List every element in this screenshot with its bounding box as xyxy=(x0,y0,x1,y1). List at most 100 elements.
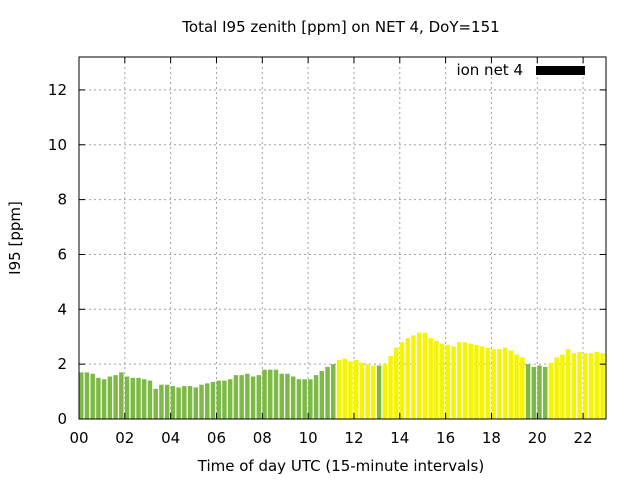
bar xyxy=(79,372,84,419)
bar xyxy=(565,349,571,419)
bar xyxy=(502,347,508,419)
bar xyxy=(457,342,462,419)
x-axis-title: Time of day UTC (15-minute intervals) xyxy=(197,457,484,475)
bar xyxy=(193,387,199,419)
x-tick-label: 06 xyxy=(207,429,226,447)
bar xyxy=(491,349,496,419)
bar xyxy=(101,379,107,419)
bar xyxy=(199,384,204,419)
bar xyxy=(583,353,588,419)
bar xyxy=(96,377,101,419)
bar xyxy=(365,364,370,419)
bar xyxy=(485,347,491,419)
bar xyxy=(313,375,319,419)
bar xyxy=(468,343,473,419)
bar xyxy=(376,365,382,419)
bar xyxy=(525,364,531,419)
bar xyxy=(256,375,262,419)
x-tick-label: 16 xyxy=(436,429,455,447)
bar xyxy=(187,386,193,419)
x-tick-label: 20 xyxy=(528,429,547,447)
bar xyxy=(474,344,479,419)
bar xyxy=(594,351,600,419)
bar xyxy=(124,376,130,419)
bar xyxy=(439,343,445,419)
y-tick-label: 10 xyxy=(48,136,67,154)
bar xyxy=(290,376,296,419)
bar xyxy=(411,335,416,419)
bar xyxy=(348,361,353,419)
x-tick-label: 04 xyxy=(161,429,180,447)
bar xyxy=(153,388,158,419)
bar xyxy=(119,372,124,419)
bar xyxy=(245,373,250,419)
bar xyxy=(210,381,216,419)
x-tick-label: 10 xyxy=(299,429,318,447)
bar xyxy=(147,380,153,419)
bar xyxy=(164,384,170,419)
bar xyxy=(205,383,210,419)
bar xyxy=(560,354,565,419)
bar xyxy=(268,369,273,419)
bar xyxy=(176,387,181,419)
plot-frame xyxy=(78,56,607,420)
bar xyxy=(136,377,141,419)
bar xyxy=(388,355,393,419)
bar xyxy=(394,347,399,419)
chart-title: Total I95 zenith [ppm] on NET 4, DoY=151 xyxy=(181,18,499,36)
bar xyxy=(399,342,405,419)
bar xyxy=(239,375,244,419)
x-tick-label: 22 xyxy=(574,429,593,447)
bar xyxy=(142,379,147,419)
bar xyxy=(159,384,164,419)
legend-label: ion net 4 xyxy=(456,61,523,79)
bar xyxy=(250,376,256,419)
bar xyxy=(222,380,227,419)
y-tick-label: 6 xyxy=(57,245,67,263)
bar xyxy=(233,375,239,419)
bar xyxy=(462,342,468,419)
x-tick-label: 00 xyxy=(69,429,88,447)
y-tick-label: 0 xyxy=(57,410,67,428)
bar xyxy=(416,332,422,419)
bar xyxy=(445,344,451,419)
bar xyxy=(479,346,485,419)
y-tick-label: 12 xyxy=(48,81,67,99)
bar xyxy=(90,373,95,419)
bar xyxy=(273,369,279,419)
bar xyxy=(371,365,376,419)
bar xyxy=(531,366,537,419)
bar xyxy=(227,379,233,419)
bar xyxy=(216,380,221,419)
grid xyxy=(79,57,606,419)
bar xyxy=(285,373,290,419)
bar xyxy=(520,357,525,419)
bar xyxy=(113,375,118,419)
bar xyxy=(170,386,176,419)
legend: ion net 4 xyxy=(456,61,585,79)
bar xyxy=(382,364,388,419)
bar xyxy=(508,350,514,419)
bar xyxy=(342,358,347,419)
bar xyxy=(353,360,359,419)
bar xyxy=(319,371,325,419)
bar xyxy=(537,365,542,419)
bar xyxy=(308,379,313,419)
bar xyxy=(422,332,428,419)
bar xyxy=(577,351,582,419)
y-tick-label: 4 xyxy=(57,300,67,318)
bar xyxy=(107,376,113,419)
y-axis-title: I95 [ppm] xyxy=(6,201,24,275)
bar xyxy=(296,379,302,419)
bar xyxy=(302,379,307,419)
x-tick-label: 08 xyxy=(253,429,272,447)
x-tick-label: 02 xyxy=(115,429,134,447)
bar xyxy=(336,360,342,419)
bar xyxy=(588,353,594,419)
bar xyxy=(497,349,502,419)
bar xyxy=(405,338,410,419)
bar xyxy=(571,353,577,419)
bar xyxy=(434,340,439,419)
